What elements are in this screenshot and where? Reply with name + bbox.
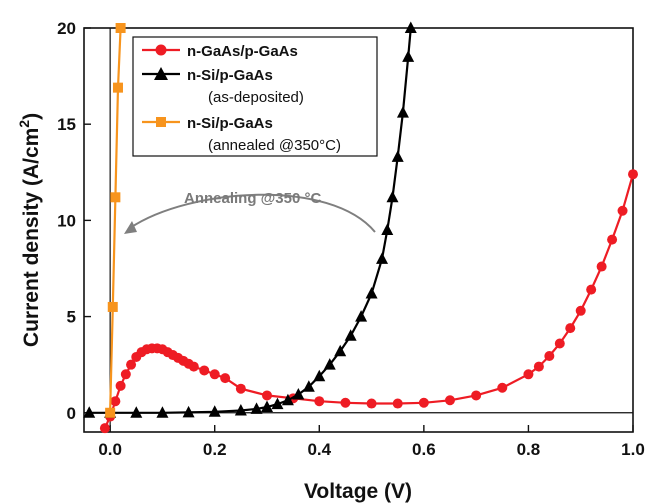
series-3: [105, 23, 126, 418]
annealing-arrow: [129, 193, 376, 233]
data-point: [208, 405, 221, 417]
data-point: [182, 405, 195, 418]
data-point: [554, 338, 565, 349]
data-point: [381, 223, 394, 235]
legend-marker-1: [155, 44, 167, 56]
data-point: [544, 351, 555, 362]
data-point: [392, 398, 403, 409]
data-point: [271, 397, 284, 410]
legend-marker-2: [154, 67, 168, 80]
data-point: [334, 344, 347, 357]
x-axis-ticks: 0.0 0.2 0.4 0.6 0.8 1.0: [98, 425, 645, 459]
y-tick-label: 5: [67, 308, 76, 327]
data-point: [391, 150, 404, 162]
legend: n-GaAs/p-GaAs n-Si/p-GaAs (as-deposited)…: [132, 36, 378, 157]
data-point: [323, 358, 336, 370]
data-point: [115, 380, 126, 391]
legend-note-2: (as-deposited): [208, 89, 304, 106]
data-point: [292, 387, 305, 400]
data-point: [313, 369, 326, 382]
data-point: [262, 390, 272, 401]
data-point: [105, 407, 116, 418]
data-point: [110, 192, 121, 203]
data-point: [418, 397, 429, 408]
data-point: [497, 382, 508, 393]
data-point: [396, 106, 409, 118]
data-point: [314, 396, 325, 407]
x-tick-label: 0.8: [517, 440, 541, 459]
data-point: [344, 329, 357, 341]
x-tick-label: 0.2: [203, 440, 227, 459]
data-point: [120, 369, 131, 380]
data-point: [404, 21, 417, 33]
legend-note-3: (annealed @350°C): [208, 137, 341, 154]
x-tick-label: 0.0: [98, 440, 122, 459]
annealing-annotation: Annealing @350 °C: [184, 190, 321, 207]
legend-box: [132, 36, 378, 157]
x-tick-label: 0.6: [412, 440, 436, 459]
x-tick-label: 0.4: [307, 440, 331, 459]
data-point: [617, 205, 628, 216]
data-point: [575, 305, 586, 316]
data-point: [156, 406, 169, 418]
legend-marker-3: [156, 117, 166, 127]
data-point: [596, 261, 607, 272]
y-tick-label: 20: [57, 19, 76, 38]
data-point: [235, 383, 246, 394]
data-point: [112, 82, 123, 93]
data-point: [250, 402, 263, 414]
series-2: [83, 21, 417, 418]
data-point: [261, 400, 273, 412]
data-point: [107, 301, 118, 312]
data-point: [445, 395, 455, 406]
data-point: [130, 406, 143, 418]
data-point: [355, 310, 368, 322]
data-point: [220, 373, 231, 384]
data-point: [607, 234, 618, 245]
y-axis-title-sup: 2: [16, 120, 32, 128]
data-point: [99, 423, 110, 434]
data-point: [83, 406, 96, 418]
legend-label-1: n-GaAs/p-GaAs: [187, 43, 298, 60]
data-point: [402, 50, 415, 62]
data-point: [115, 23, 126, 33]
series-1: [99, 169, 638, 434]
data-point: [199, 365, 210, 376]
data-point: [188, 361, 199, 372]
data-point: [533, 361, 544, 372]
data-point: [628, 169, 638, 180]
data-point: [565, 323, 576, 334]
data-point: [234, 403, 247, 416]
data-point: [376, 252, 389, 264]
data-point: [281, 393, 294, 406]
y-axis-title-end: ): [20, 113, 43, 120]
data-point: [126, 359, 137, 370]
y-axis-title: Current density (A/cm2): [16, 113, 43, 347]
legend-label-2: n-Si/p-GaAs: [187, 67, 273, 84]
series-line-2: [89, 27, 412, 414]
series-layer: [83, 21, 638, 434]
data-point: [523, 369, 534, 380]
data-point: [586, 284, 597, 295]
annealing-arrowhead: [124, 221, 137, 234]
data-point: [302, 380, 315, 392]
data-point: [366, 398, 377, 409]
data-point: [340, 397, 351, 408]
data-point: [110, 396, 121, 407]
data-point: [386, 190, 399, 203]
x-tick-label: 1.0: [621, 440, 645, 459]
data-point: [209, 369, 220, 380]
data-point: [471, 390, 482, 401]
data-point: [365, 286, 378, 299]
y-tick-label: 10: [57, 211, 76, 230]
legend-label-3: n-Si/p-GaAs: [187, 115, 273, 132]
y-axis-title-main: Current density (A/cm: [20, 128, 43, 347]
y-tick-label: 15: [57, 115, 76, 134]
y-tick-label: 0: [67, 404, 76, 423]
x-axis-title: Voltage (V): [304, 480, 412, 503]
